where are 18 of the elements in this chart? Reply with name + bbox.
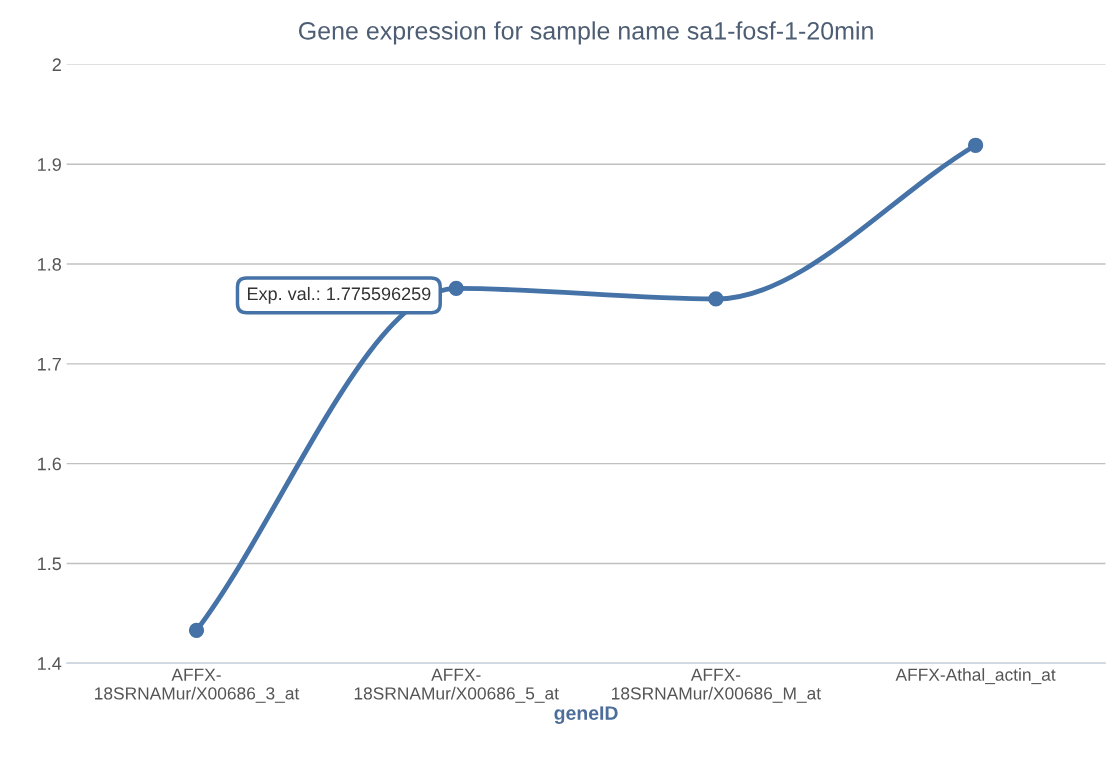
point [708,291,724,307]
x-axis-title: geneID [554,706,618,724]
point [188,622,205,638]
y-tick-label: 1.8 [38,257,62,271]
y-tick-label: 1.7 [38,357,61,371]
annotation: Exp. val.: 1.775596259 [247,286,431,304]
x-tick-label: AFFX- 18SRNAMur/X00686_3_at [95,668,300,703]
x-tick-label: AFFX- 18SRNAMur/X00686_5_at [354,668,559,703]
y-tick-label: 1.5 [38,557,62,571]
y-tick-label: 1.9 [38,158,61,171]
chart-title: Gene expression for sample name sa1-fosf-1-20min [299,21,873,45]
x-tick-label: AFFX- 18SRNAMur/X00686_M_at [612,668,821,703]
y-tick-label: 1.4 [38,657,62,670]
x-tick-label: AFFX-Athal_actin_at [895,668,1056,685]
point [448,280,464,297]
y-tick-label: 2 [52,58,61,71]
y-tick-label: 1.6 [38,457,62,471]
point [967,137,984,153]
